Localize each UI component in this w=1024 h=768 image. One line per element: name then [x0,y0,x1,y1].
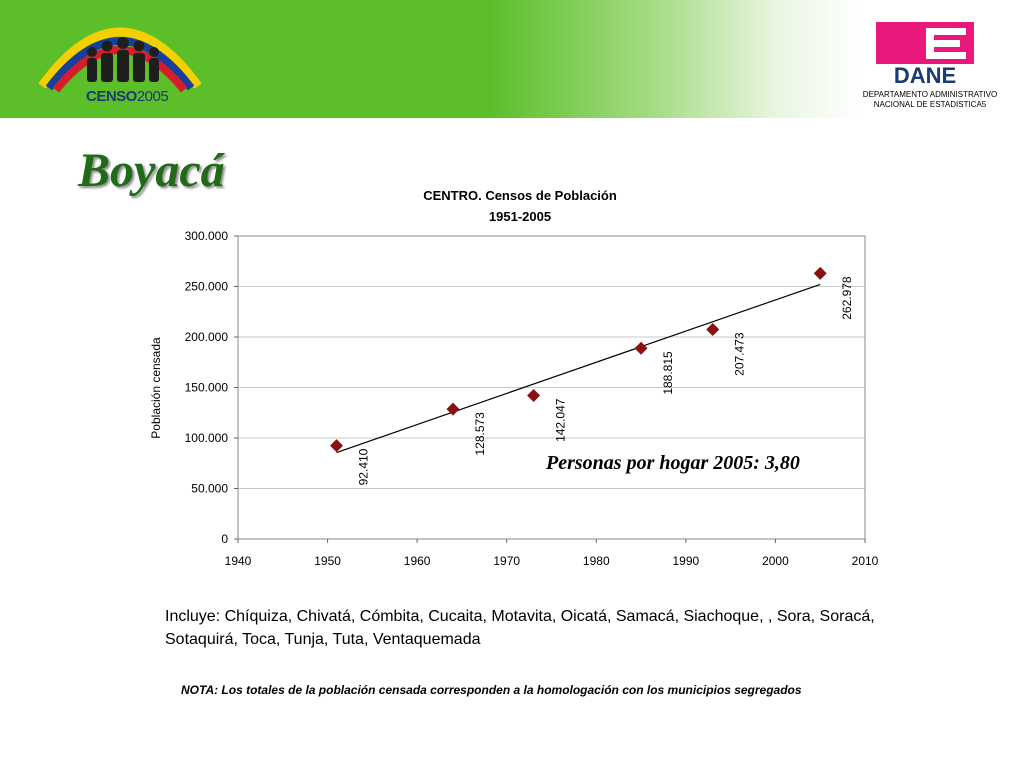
data-label: 128.573 [473,412,487,456]
y-axis-label: Población censada [149,337,163,439]
x-tick-label: 1940 [225,554,252,568]
data-point [527,389,541,403]
x-tick-label: 1950 [314,554,341,568]
data-point [706,322,720,336]
y-tick-label: 200.000 [185,330,229,344]
y-tick-label: 250.000 [185,280,229,294]
chart-subtitle: 1951-2005 [489,209,551,224]
x-tick-label: 1960 [404,554,431,568]
censo-logo-text: CENSO2005 [86,88,169,105]
x-tick-label: 1990 [673,554,700,568]
data-point [813,266,827,280]
data-label: 188.815 [661,351,675,395]
y-tick-label: 0 [221,532,228,546]
y-tick-label: 150.000 [185,381,229,395]
x-tick-label: 2000 [762,554,789,568]
data-point [446,402,460,416]
trendline [336,283,821,454]
population-chart: CENTRO. Censos de Población 1951-2005 Po… [149,188,879,568]
nota-text: NOTA: Los totales de la población censad… [181,683,802,697]
x-tick-label: 2010 [852,554,879,568]
data-point [634,341,648,355]
dane-logo-text: DANE [894,63,956,86]
data-label: 142.047 [554,398,568,442]
data-point [330,439,344,453]
y-tick-label: 100.000 [185,431,229,445]
dane-department-name: DEPARTAMENTO ADMINISTRATIVO NACIONAL DE … [862,90,998,109]
page-title: Boyacá [78,144,225,197]
dane-logo: DANE [876,22,974,86]
personas-por-hogar-annotation: Personas por hogar 2005: 3,80 [546,452,800,474]
censo-2005-logo [38,27,202,93]
y-tick-label: 50.000 [191,482,228,496]
chart-title: CENTRO. Censos de Población [423,188,617,203]
x-tick-label: 1980 [583,554,610,568]
header-banner: CENSO2005 DANE DEPARTAMENTO ADMINISTRATI… [0,0,1024,118]
data-label: 92.410 [357,448,371,485]
y-tick-label: 300.000 [185,229,229,243]
x-tick-label: 1970 [493,554,520,568]
municipalities-included-text: Incluye: Chíquiza, Chivatá, Cómbita, Cuc… [165,608,875,648]
data-label: 262.978 [840,276,854,320]
data-label: 207.473 [733,332,747,376]
